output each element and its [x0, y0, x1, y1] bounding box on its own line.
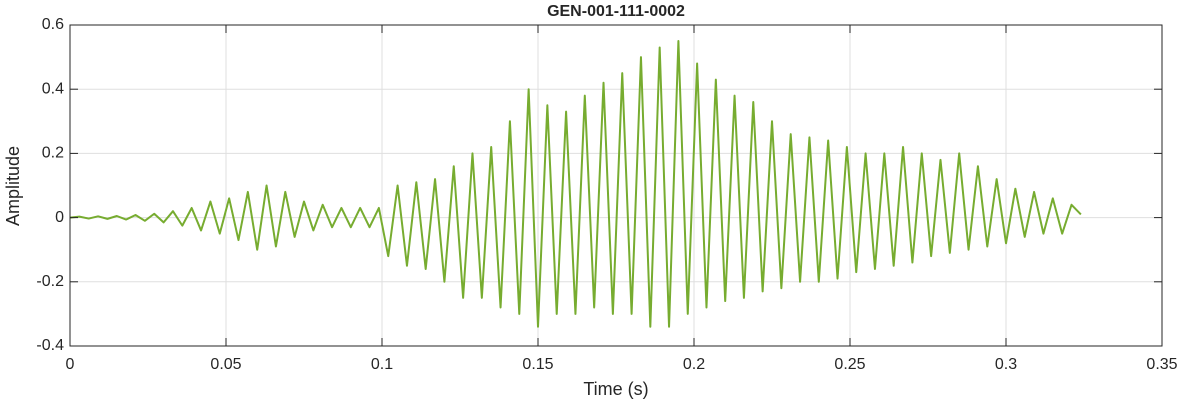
y-tick-label: -0.4	[36, 337, 64, 354]
x-tick-label: 0.25	[834, 356, 865, 373]
y-tick-label: -0.2	[36, 273, 64, 290]
x-axis-label: Time (s)	[583, 379, 648, 399]
x-tick-label: 0	[66, 356, 75, 373]
chart-title: GEN-001-111-0002	[547, 3, 685, 20]
x-tick-label: 0.2	[683, 356, 705, 373]
y-tick-label: 0.4	[42, 80, 64, 97]
y-tick-label: 0	[55, 209, 64, 226]
x-tick-label: 0.1	[371, 356, 393, 373]
waveform-line	[69, 40, 1082, 328]
x-tick-label: 0.05	[210, 356, 241, 373]
axes-box	[69, 24, 1163, 347]
x-tick-label: 0.35	[1146, 356, 1177, 373]
y-tick-label: 0.2	[42, 145, 64, 162]
y-tick-label: 0.6	[42, 16, 64, 33]
x-tick-label: 0.15	[522, 356, 553, 373]
x-tick-label: 0.3	[995, 356, 1017, 373]
y-axis-label: Amplitude	[3, 146, 23, 226]
plot	[69, 40, 1082, 328]
